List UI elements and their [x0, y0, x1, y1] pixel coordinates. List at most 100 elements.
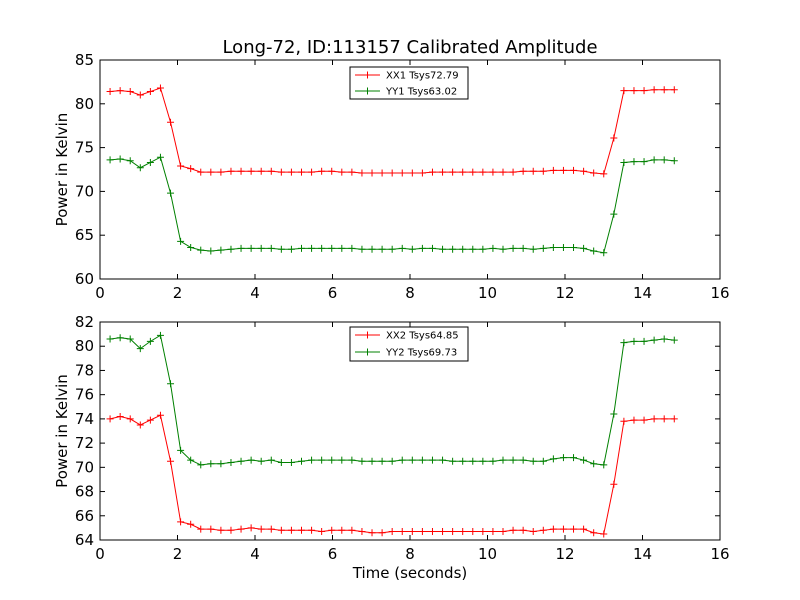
data-point: [217, 460, 225, 468]
data-point: [539, 167, 547, 175]
y-tick-label: 75: [75, 139, 94, 157]
data-point: [348, 168, 356, 176]
data-point: [177, 237, 185, 245]
x-axis-title: Time (seconds): [352, 564, 468, 582]
data-point: [408, 245, 416, 253]
data-point: [610, 210, 618, 218]
legend-label: YY2 Tsys69.73: [385, 348, 457, 359]
x-tick-label: 12: [555, 545, 574, 563]
data-point: [519, 456, 527, 464]
data-point: [318, 244, 326, 252]
data-point: [549, 525, 557, 533]
data-point: [126, 335, 134, 343]
data-point: [640, 87, 648, 95]
data-point: [197, 246, 205, 254]
data-point: [529, 245, 537, 253]
y-tick-label: 70: [75, 458, 94, 476]
data-point: [670, 86, 678, 94]
data-point: [287, 458, 295, 466]
data-point: [106, 88, 114, 96]
legend: XX1 Tsys72.79 YY1 Tsys63.02: [349, 66, 469, 100]
data-point: [116, 334, 124, 342]
data-point: [227, 245, 235, 253]
data-point: [136, 164, 144, 172]
data-point: [298, 457, 305, 465]
data-point: [549, 243, 557, 251]
data-point: [116, 155, 124, 163]
y-tick-label: 85: [75, 51, 94, 69]
data-point: [600, 249, 608, 257]
data-point: [590, 460, 598, 468]
data-point: [338, 168, 346, 176]
data-point: [197, 461, 205, 469]
data-point: [156, 411, 164, 419]
data-point: [650, 336, 658, 344]
data-point: [600, 461, 608, 469]
data-point: [489, 528, 497, 536]
legend-marker: [364, 71, 371, 79]
legend-label: XX2 Tsys64.85: [386, 331, 459, 342]
data-point: [660, 156, 668, 164]
data-point: [358, 457, 366, 465]
data-point: [368, 245, 376, 253]
data-point: [318, 167, 326, 175]
data-point: [187, 520, 195, 528]
data-point: [620, 417, 628, 425]
data-point: [116, 87, 124, 95]
data-point: [146, 158, 154, 166]
data-point: [298, 526, 305, 534]
data-point: [559, 525, 567, 533]
data-point: [418, 528, 426, 536]
x-tick-label: 2: [173, 545, 183, 563]
data-point: [217, 526, 225, 534]
y-tick-label: 64: [75, 531, 94, 549]
series-2: [106, 153, 678, 257]
data-point: [539, 244, 547, 252]
data-point: [277, 168, 285, 176]
data-point: [439, 528, 447, 536]
data-point: [670, 415, 678, 423]
x-tick-label: 8: [405, 284, 415, 302]
data-point: [388, 528, 396, 536]
data-point: [126, 415, 134, 423]
data-point: [348, 244, 356, 252]
legend-box: [349, 326, 469, 362]
data-point: [126, 157, 134, 165]
data-point: [167, 118, 175, 126]
data-point: [428, 168, 436, 176]
data-point: [580, 456, 588, 464]
data-point: [207, 168, 215, 176]
top-panel: 0 2 4 6 8 10 12 14 16 60 65 70 75 80 85 Power in Kelvin…: [53, 51, 730, 302]
chart-title: Long-72, ID:113157 Calibrated Amplitude: [222, 37, 597, 58]
data-point: [408, 456, 416, 464]
x-tick-label: 16: [710, 545, 729, 563]
data-point: [610, 480, 618, 488]
series-1: [106, 411, 678, 538]
data-point: [247, 524, 255, 532]
data-point: [177, 162, 185, 170]
data-point: [227, 458, 235, 466]
data-point: [499, 245, 507, 253]
x-tick-label: 16: [710, 284, 729, 302]
data-point: [328, 244, 336, 252]
data-point: [580, 525, 588, 533]
data-point: [298, 244, 305, 252]
data-point: [439, 168, 447, 176]
data-point: [338, 526, 346, 534]
data-point: [590, 529, 598, 537]
data-point: [348, 456, 356, 464]
y-tick-label: 68: [75, 483, 94, 501]
data-point: [207, 460, 215, 468]
data-point: [519, 526, 527, 534]
data-point: [660, 415, 668, 423]
data-point: [418, 169, 426, 177]
data-point: [650, 415, 658, 423]
data-point: [570, 243, 578, 251]
data-point: [509, 526, 517, 534]
data-point: [267, 525, 275, 533]
data-point: [590, 247, 598, 255]
data-point: [207, 525, 215, 533]
data-point: [146, 416, 154, 424]
data-point: [559, 243, 567, 251]
legend-marker: [364, 331, 371, 339]
